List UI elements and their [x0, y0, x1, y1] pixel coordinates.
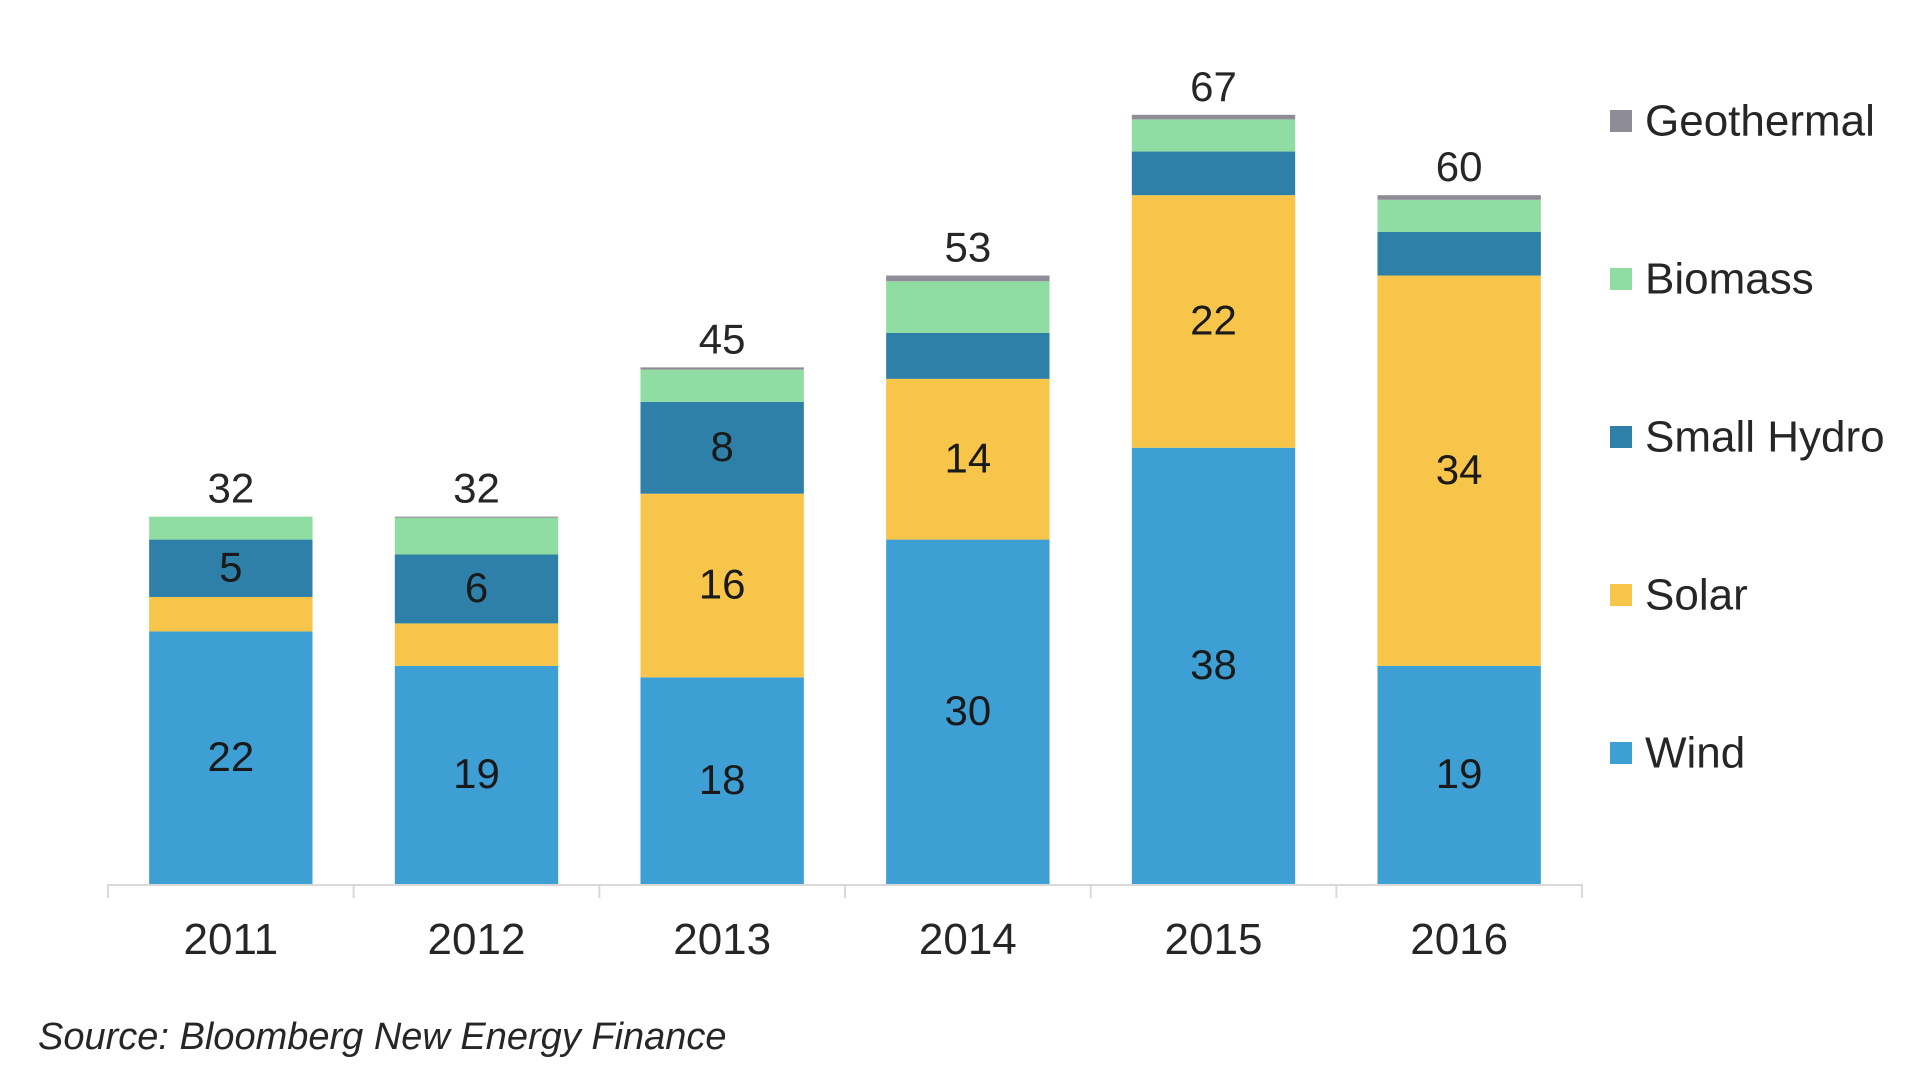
bar-segment-geothermal-2014	[886, 275, 1050, 282]
x-tick-label: 2011	[184, 915, 279, 964]
segment-label: 16	[699, 561, 746, 608]
bar-segment-geothermal-2016	[1377, 195, 1541, 200]
bar-segment-small-hydro-2015	[1131, 151, 1296, 196]
bar-segment-solar-2012	[394, 623, 559, 666]
bar-segment-small-hydro-2011	[149, 539, 313, 597]
legend: Geothermal Biomass Small Hydro Solar Wind	[1610, 97, 1885, 778]
bar-segment-biomass-2014	[886, 281, 1050, 333]
total-label: 67	[1190, 63, 1237, 110]
x-tick-label: 2015	[1165, 915, 1263, 964]
segment-label: 30	[944, 687, 991, 734]
segment-label: 19	[1436, 750, 1483, 797]
legend-swatch	[1610, 426, 1632, 448]
bar-segment-wind-2015	[1131, 447, 1296, 884]
bar-segment-wind-2016	[1377, 665, 1541, 884]
legend-label: Geothermal	[1645, 97, 1875, 146]
x-tick-label: 2014	[919, 915, 1017, 964]
bar-segment-solar-2016	[1377, 275, 1541, 666]
bar-segment-small-hydro-2012	[394, 554, 559, 624]
legend-label: Solar	[1645, 571, 1748, 620]
x-tick-label: 2013	[673, 915, 771, 964]
bar-segment-solar-2011	[149, 596, 313, 632]
total-label: 60	[1436, 143, 1483, 190]
x-axis: 2011 2012 2013 2014 2015 2016	[107, 884, 1583, 964]
bar-segment-biomass-2015	[1131, 119, 1296, 152]
segment-label: 14	[944, 434, 991, 481]
legend-item-wind: Wind	[1610, 729, 1745, 778]
legend-item-geothermal: Geothermal	[1610, 97, 1875, 146]
bar-segment-biomass-2012	[394, 517, 559, 555]
bar-segment-solar-2015	[1131, 195, 1296, 448]
bar-segment-solar-2013	[640, 493, 804, 678]
bar-segment-geothermal-2015	[1131, 114, 1296, 120]
total-label: 45	[699, 315, 746, 362]
legend-swatch	[1610, 268, 1632, 290]
x-tick-label: 2016	[1410, 915, 1508, 964]
segment-label: 34	[1436, 446, 1483, 493]
legend-swatch	[1610, 584, 1632, 606]
segment-label: 6	[465, 564, 488, 611]
legend-label: Wind	[1645, 729, 1745, 778]
segment-label: 22	[207, 733, 254, 780]
bar-segment-geothermal-2012	[394, 516, 559, 518]
source-note: Source: Bloomberg New Energy Finance	[38, 1016, 727, 1058]
bar-segment-wind-2014	[886, 539, 1050, 884]
legend-swatch	[1610, 742, 1632, 764]
segment-label: 8	[710, 423, 733, 470]
legend-item-solar: Solar	[1610, 571, 1748, 620]
legend-item-small-hydro: Small Hydro	[1610, 413, 1885, 462]
total-label: 32	[207, 465, 254, 512]
legend-label: Biomass	[1645, 255, 1814, 304]
bar-segment-wind-2013	[640, 677, 804, 884]
segment-label: 18	[699, 756, 746, 803]
bar-segment-small-hydro-2014	[886, 332, 1050, 379]
bar-segment-biomass-2013	[640, 369, 804, 402]
bar-segment-wind-2011	[149, 631, 313, 884]
segment-label: 38	[1190, 641, 1237, 688]
bar-segment-solar-2014	[886, 378, 1050, 540]
total-label: 53	[944, 224, 991, 271]
segment-label: 19	[453, 750, 500, 797]
bar-segment-small-hydro-2016	[1377, 231, 1541, 276]
bar-segment-geothermal-2013	[640, 367, 804, 370]
x-tick-label: 2012	[428, 915, 526, 964]
legend-item-biomass: Biomass	[1610, 255, 1814, 304]
legend-swatch	[1610, 110, 1632, 132]
legend-label: Small Hydro	[1645, 413, 1885, 462]
bar-segment-biomass-2011	[149, 516, 313, 540]
segment-label: 5	[219, 543, 242, 590]
bar-segment-biomass-2016	[1377, 199, 1541, 232]
total-label: 32	[453, 465, 500, 512]
segment-label: 22	[1190, 297, 1237, 344]
bars-group: 22 5 32 19 6 32 18 16 8 45 30 14 53 38 22 67 19 34 60	[149, 63, 1541, 884]
bar-segment-wind-2012	[394, 665, 559, 884]
bar-segment-small-hydro-2013	[640, 401, 804, 494]
